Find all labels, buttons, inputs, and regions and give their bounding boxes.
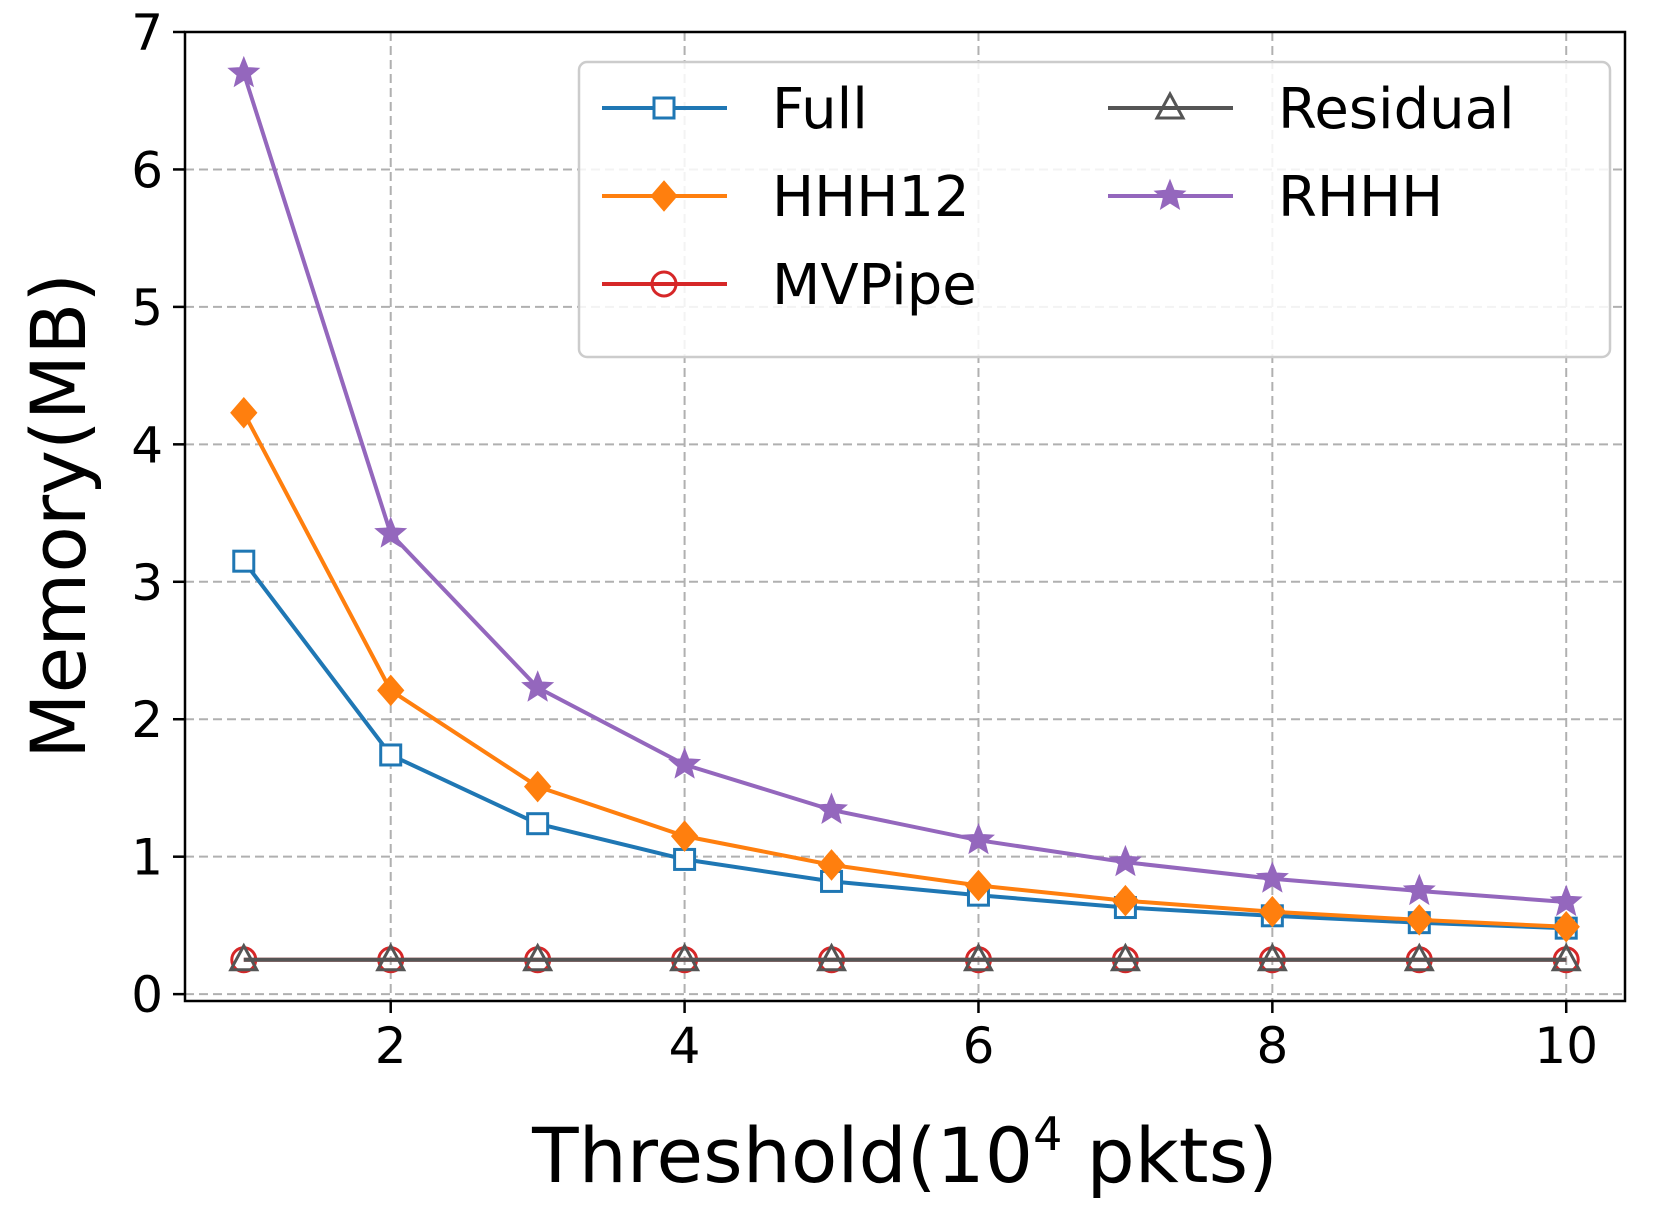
x-tick-label: 8 <box>1256 1017 1288 1075</box>
data-point-residual <box>1256 942 1288 972</box>
data-point-residual <box>1109 942 1141 972</box>
legend-marker-mvpipe <box>650 270 678 298</box>
data-point-hhh12 <box>670 820 699 852</box>
y-tick-label: 0 <box>131 966 163 1024</box>
data-point-residual <box>1403 942 1435 972</box>
data-point-hhh12 <box>1111 884 1140 917</box>
data-point-rhhh <box>374 516 408 548</box>
series-hhh12 <box>230 396 1580 943</box>
legend-item-residual: Residual <box>1108 77 1515 142</box>
legend-item-hhh12: HHH12 <box>602 165 970 230</box>
legend: Full HHH12 MVPipe Residual RHHH <box>577 60 1612 359</box>
axis-ticks: 2 4 6 8 10 0 1 2 3 4 5 6 7 <box>131 4 1598 1075</box>
y-tick-label: 7 <box>131 4 163 62</box>
series-residual <box>228 942 1582 972</box>
legend-marker-rhhh <box>1153 178 1187 210</box>
data-point-rhhh <box>1255 861 1289 893</box>
y-axis-label: Memory(MB) <box>14 273 103 759</box>
legend-item-full: Full <box>602 77 868 142</box>
legend-marker-full <box>652 96 676 120</box>
data-point-rhhh <box>1108 844 1142 877</box>
series-line-full <box>242 559 1567 931</box>
y-tick-label: 6 <box>131 141 163 199</box>
legend-item-rhhh: RHHH <box>1108 165 1443 230</box>
data-point-residual <box>375 942 407 972</box>
data-point-hhh12 <box>377 674 405 707</box>
series-rhhh <box>227 55 1583 917</box>
data-point-hhh12 <box>1405 904 1433 936</box>
data-point-rhhh <box>668 747 702 779</box>
data-point-full <box>526 812 550 836</box>
data-point-residual <box>669 942 701 972</box>
legend-marker-hhh12 <box>650 180 678 212</box>
data-point-rhhh <box>1402 873 1436 906</box>
data-point-residual <box>816 942 848 972</box>
data-point-full <box>232 549 256 573</box>
series-line-hhh12 <box>242 411 1567 929</box>
x-axis-label: Threshold(104 pkts) <box>531 1107 1278 1200</box>
legend-label-mvpipe: MVPipe <box>772 253 977 318</box>
x-tick-label: 4 <box>669 1017 701 1075</box>
y-tick-label: 4 <box>131 416 163 474</box>
y-tick-label: 3 <box>131 554 163 612</box>
x-tick-label: 10 <box>1534 1017 1598 1075</box>
legend-item-mvpipe: MVPipe <box>602 253 977 318</box>
x-tick-label: 2 <box>375 1017 407 1075</box>
data-point-residual <box>962 942 994 972</box>
data-point-full <box>673 847 697 871</box>
y-tick-label: 5 <box>131 279 163 337</box>
data-point-rhhh <box>815 792 848 825</box>
plot-frame <box>183 30 1627 1003</box>
legend-label-hhh12: HHH12 <box>772 165 970 230</box>
data-point-residual <box>1550 942 1582 972</box>
legend-frame <box>577 60 1612 359</box>
x-tick-label: 6 <box>963 1017 995 1075</box>
data-point-hhh12 <box>1258 895 1287 928</box>
data-point-hhh12 <box>523 770 552 803</box>
data-point-hhh12 <box>230 396 258 429</box>
data-point-rhhh <box>1549 884 1583 917</box>
y-tick-label: 1 <box>131 829 163 887</box>
y-tick-label: 2 <box>131 691 163 749</box>
data-point-rhhh <box>227 55 261 88</box>
data-point-full <box>379 743 403 767</box>
series-layer <box>227 55 1583 974</box>
data-point-hhh12 <box>1552 911 1580 943</box>
data-point-rhhh <box>962 822 995 855</box>
data-point-rhhh <box>521 670 555 702</box>
data-point-hhh12 <box>964 869 993 902</box>
data-point-hhh12 <box>817 849 846 881</box>
legend-marker-residual <box>1154 90 1186 120</box>
data-point-residual <box>228 942 260 972</box>
series-line-rhhh <box>241 72 1567 904</box>
legend-label-rhhh: RHHH <box>1278 165 1443 230</box>
legend-label-residual: Residual <box>1278 77 1515 142</box>
data-point-residual <box>522 942 554 972</box>
legend-label-full: Full <box>772 77 868 142</box>
